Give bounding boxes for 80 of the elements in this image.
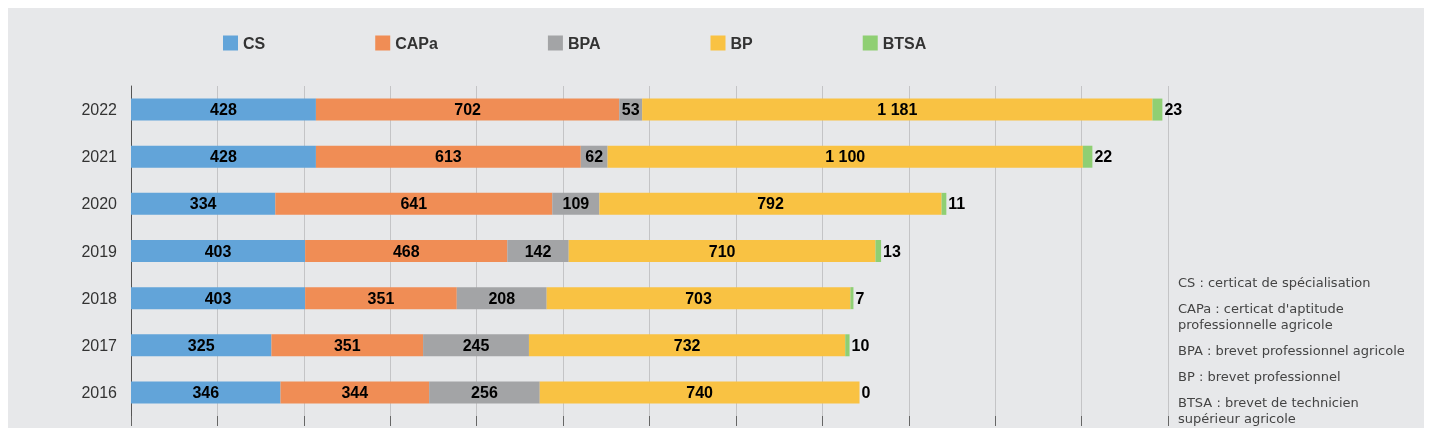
- bar: [131, 240, 306, 262]
- bar: [131, 98, 316, 121]
- data-label: 792: [757, 195, 784, 213]
- bar: [850, 287, 854, 310]
- data-label: 53: [621, 101, 640, 119]
- data-label: 62: [585, 148, 604, 166]
- data-label: 710: [708, 242, 736, 260]
- data-label: 23: [1164, 101, 1183, 119]
- bar: [845, 334, 850, 357]
- text: BTSA : brevet de technicien supérieur agricole: [1178, 394, 1363, 426]
- bar: [429, 381, 540, 404]
- data-label: 109: [562, 195, 590, 213]
- bar: [1152, 98, 1163, 121]
- legend-label: BP: [730, 34, 754, 52]
- bar: [275, 192, 553, 215]
- data-label: 142: [524, 242, 552, 260]
- data-label: 703: [685, 289, 712, 307]
- legend-label: BTSA: [882, 34, 927, 52]
- data-label: 22: [1094, 148, 1113, 166]
- bar: [305, 287, 457, 310]
- data-label: 344: [341, 383, 369, 401]
- bar: [568, 240, 876, 262]
- data-label: 13: [883, 242, 901, 260]
- y-tick-label: 2018: [81, 289, 118, 307]
- data-label: 334: [189, 195, 217, 213]
- data-label: 1 181: [877, 101, 918, 119]
- text: CAPa : certicat d'aptitude professionnelle agricole: [1178, 300, 1348, 332]
- bar: [423, 334, 529, 357]
- bar: [528, 334, 846, 357]
- bar: [271, 334, 424, 357]
- bar: [539, 381, 860, 404]
- bar: [305, 240, 508, 262]
- bar: [131, 287, 306, 310]
- data-label: 613: [435, 148, 462, 166]
- bar: [607, 145, 1083, 168]
- data-label: 403: [204, 289, 232, 307]
- bar: [131, 145, 316, 168]
- y-tick-label: 2022: [81, 101, 118, 119]
- data-label: 245: [462, 336, 490, 354]
- bar: [315, 145, 581, 168]
- data-label: 428: [210, 101, 237, 119]
- data-label: 351: [367, 289, 395, 307]
- bar: [131, 192, 276, 215]
- data-label: 428: [210, 148, 237, 166]
- y-tick-label: 2020: [81, 195, 118, 213]
- data-label: 468: [392, 242, 420, 260]
- data-label: 7: [855, 289, 865, 307]
- bar: [315, 98, 620, 121]
- text: CS : certicat de spécialisation: [1178, 274, 1371, 290]
- y-tick-label: 2019: [81, 242, 118, 260]
- bar: [546, 287, 851, 310]
- bar: [599, 192, 942, 215]
- bar: [131, 334, 272, 357]
- y-tick-label: 2016: [81, 383, 118, 401]
- y-tick-label: 2017: [81, 336, 118, 354]
- y-tick-label: 2021: [81, 148, 118, 166]
- bar: [280, 381, 430, 404]
- legend-label: CAPa: [395, 34, 439, 52]
- bar: [875, 240, 882, 262]
- data-label: 256: [471, 383, 498, 401]
- data-label: 11: [948, 195, 966, 213]
- data-label: 10: [851, 336, 870, 354]
- bar: [642, 98, 1153, 121]
- data-label: 208: [488, 289, 516, 307]
- data-label: 732: [673, 336, 701, 354]
- bar: [131, 381, 281, 404]
- text: BP : brevet professionnel: [1178, 368, 1341, 384]
- bar: [1082, 145, 1093, 168]
- legend-label: CS: [243, 34, 266, 52]
- data-label: 0: [861, 383, 871, 401]
- data-label: 403: [204, 242, 232, 260]
- data-label: 346: [192, 383, 220, 401]
- text: BPA : brevet professionnel agricole: [1178, 342, 1405, 358]
- data-label: 740: [686, 383, 714, 401]
- data-label: 702: [454, 101, 482, 119]
- data-label: 1 100: [825, 148, 866, 166]
- data-label: 351: [333, 336, 361, 354]
- data-label: 641: [400, 195, 428, 213]
- data-label: 325: [187, 336, 215, 354]
- legend-label: BPA: [567, 34, 601, 52]
